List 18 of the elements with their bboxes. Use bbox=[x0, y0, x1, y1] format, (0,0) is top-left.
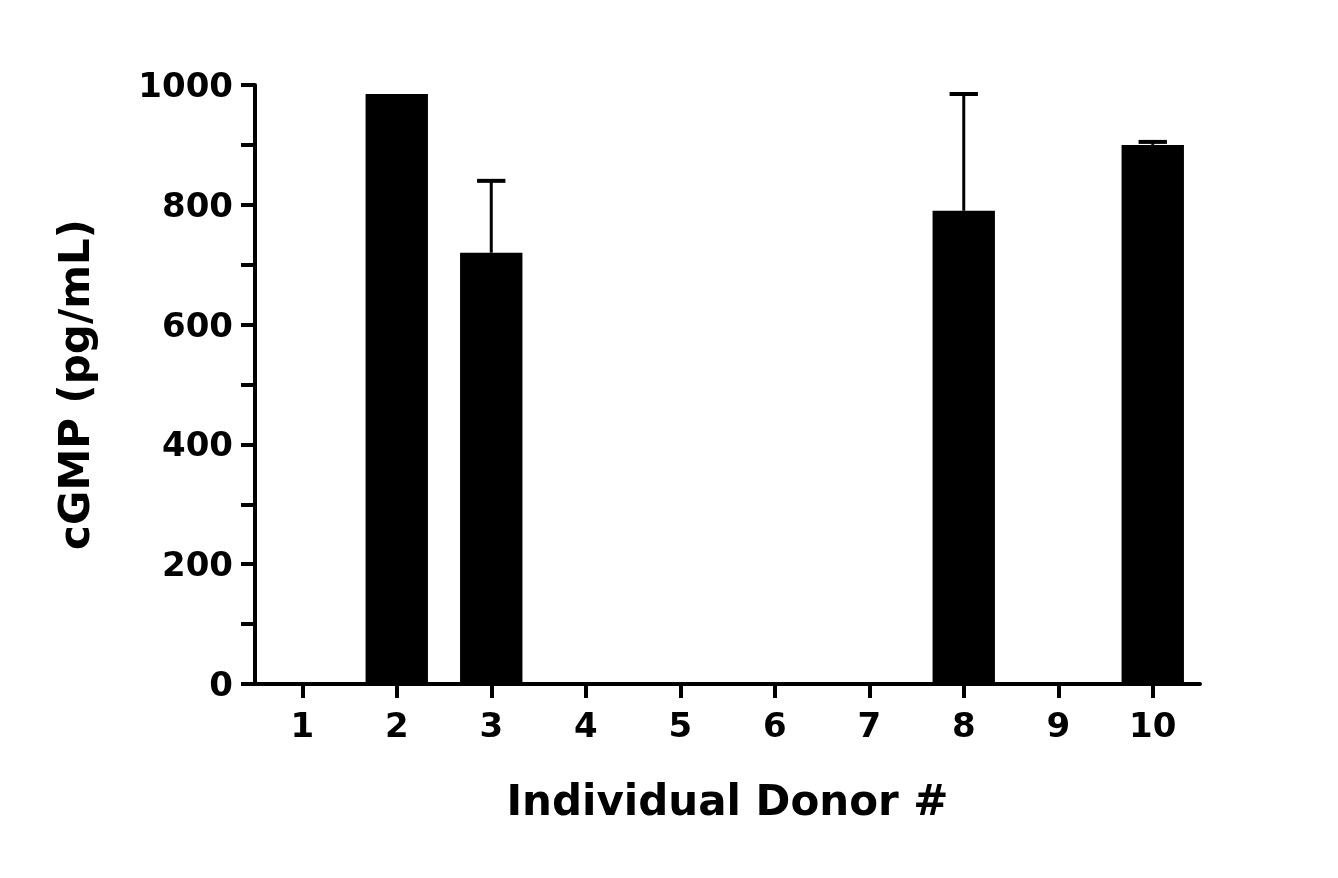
y-tick-label: 1000 bbox=[138, 65, 233, 105]
x-tick-label: 1 bbox=[290, 705, 315, 745]
x-tick-label: 9 bbox=[1046, 705, 1071, 745]
x-tick-label: 10 bbox=[1129, 705, 1177, 745]
y-axis-title: cGMP (pg/mL) bbox=[49, 219, 99, 550]
x-tick-label: 3 bbox=[479, 705, 504, 745]
x-tick-label: 7 bbox=[857, 705, 882, 745]
x-tick-label: 2 bbox=[384, 705, 409, 745]
x-tick-label: 4 bbox=[573, 705, 598, 745]
y-tick-label: 0 bbox=[209, 664, 233, 704]
y-tick-label: 600 bbox=[162, 304, 233, 345]
y-tick-label: 200 bbox=[162, 544, 233, 585]
x-tick-label: 6 bbox=[762, 705, 787, 745]
x-tick-label: 8 bbox=[951, 705, 976, 745]
x-tick-label: 5 bbox=[668, 705, 693, 745]
y-tick-label: 400 bbox=[162, 424, 233, 465]
x-axis-title: Individual Donor # bbox=[506, 775, 949, 825]
y-tick-label: 800 bbox=[162, 184, 233, 225]
